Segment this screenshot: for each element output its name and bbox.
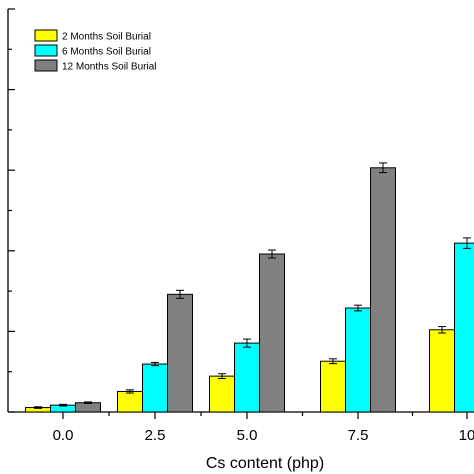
bar (320, 360, 346, 413)
x-axis-title: Cs content (php) (206, 455, 324, 472)
x-tick-label: 0.0 (53, 427, 74, 444)
bar (429, 329, 455, 413)
bar (75, 402, 101, 413)
x-tick-label: 7.5 (348, 427, 369, 444)
bar (259, 253, 285, 413)
legend-label: 6 Months Soil Burial (62, 47, 151, 58)
legend-label: 2 Months Soil Burial (62, 32, 151, 43)
x-tick-label: 10 (459, 427, 474, 444)
bar (117, 390, 143, 413)
x-tick-label: 5.0 (237, 427, 258, 444)
bar (370, 167, 396, 413)
legend-swatch (34, 44, 58, 57)
bar (209, 375, 235, 413)
legend-swatch (34, 29, 58, 42)
bar (345, 307, 371, 413)
bar (167, 293, 193, 413)
bar (142, 363, 168, 413)
bars-group (25, 162, 474, 413)
bar (454, 242, 474, 413)
legend-swatch (34, 59, 58, 72)
x-tick-label: 2.5 (145, 427, 166, 444)
legend: 2 Months Soil Burial 6 Months Soil Burial… (34, 29, 157, 73)
bar (234, 342, 260, 413)
x-tick-labels: 0.0 2.5 5.0 7.5 10 (53, 427, 474, 444)
legend-label: 12 Months Soil Burial (62, 62, 157, 73)
